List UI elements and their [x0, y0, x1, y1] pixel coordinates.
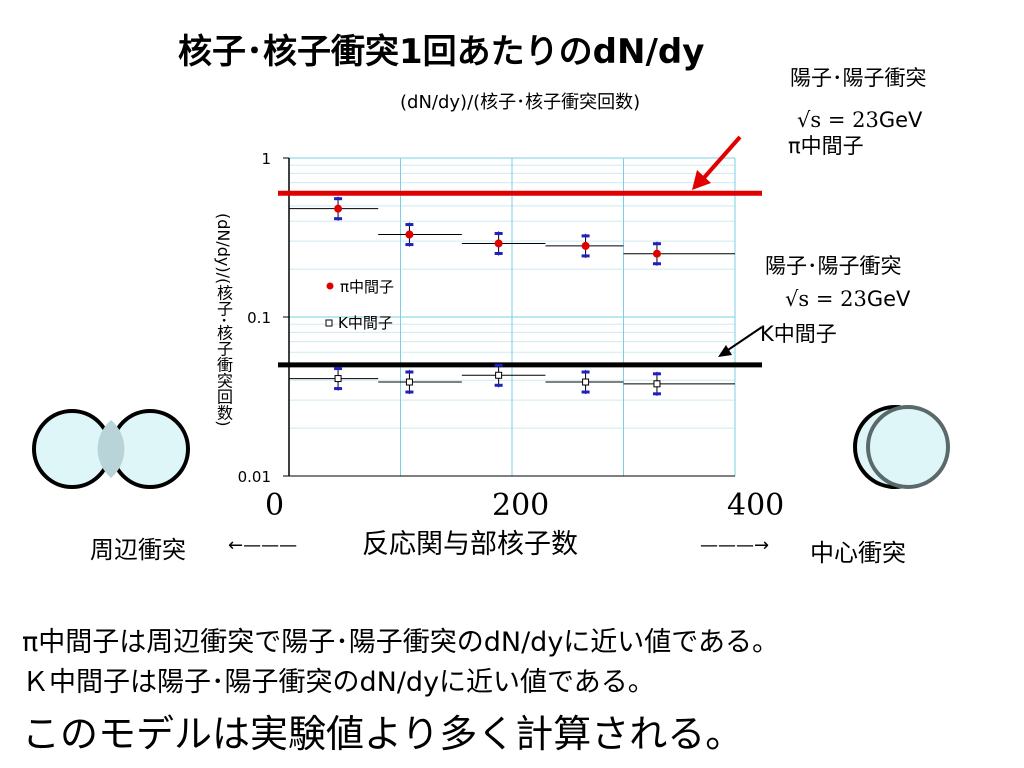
pion-point-4 — [652, 249, 661, 258]
pion-point-1 — [405, 230, 414, 239]
pion-point-0 — [334, 204, 343, 213]
black-arrow-head — [718, 345, 732, 357]
red-arrow-shaft — [700, 135, 742, 182]
y-tick-label-1: 0.1 — [247, 309, 271, 327]
y-tick-label-2: 1 — [261, 150, 271, 168]
peripheral-label: 周辺衝突 — [90, 536, 186, 564]
x-tick-200: 200 — [492, 488, 550, 523]
left-arrow: ←——— — [228, 535, 298, 556]
page-title: 核子･核子衝突1回あたりのdN/dy — [178, 32, 705, 72]
legend-kaon-marker — [325, 319, 333, 327]
kaon-point-3 — [582, 378, 590, 386]
kaon-point-4 — [653, 380, 661, 388]
kaon-point-1 — [405, 378, 413, 386]
y-tick-label-0: 0.01 — [238, 468, 271, 486]
peripheral-overlap-icon — [97, 420, 125, 478]
red-arrow-head — [692, 170, 711, 190]
annotation-top-line2: √s = 23GeV — [797, 108, 922, 132]
annotation-mid-sqrt: √s = 23 — [785, 287, 867, 311]
chart-subtitle: (dN/dy)/(核子･核子衝突回数) — [400, 92, 641, 113]
y-axis-label: (dN/dy)/(核子･核子衝突回数) — [214, 213, 233, 427]
body-text-line3: このモデルは実験値より多く計算される。 — [22, 712, 744, 756]
annotation-top-line3: π中間子 — [788, 134, 864, 158]
annotation-top-sqrt: √s = 23 — [797, 108, 879, 132]
annotation-mid-line2: √s = 23GeV — [785, 287, 910, 311]
central-nucleus-front-icon — [866, 405, 950, 489]
kaon-point-0 — [334, 375, 342, 383]
legend-kaon-label: K中間子 — [338, 314, 393, 332]
right-arrow: ———→ — [700, 535, 770, 556]
annotation-top-line1: 陽子･陽子衝突 — [790, 66, 927, 90]
annotation-top-unit: GeV — [878, 108, 923, 132]
x-tick-400: 400 — [727, 488, 785, 523]
legend-pion-marker — [326, 282, 334, 290]
central-label: 中心衝突 — [810, 539, 906, 567]
body-text-line2: Ｋ中間子は陽子･陽子衝突のdN/dyに近い値である。 — [22, 667, 655, 698]
annotation-mid-line3: K中間子 — [760, 322, 837, 346]
black-arrow-shaft — [724, 326, 763, 353]
x-tick-0: 0 — [265, 488, 285, 523]
pion-point-3 — [581, 241, 590, 250]
kaon-point-2 — [495, 371, 503, 379]
legend-pion-label: π中間子 — [340, 278, 394, 296]
body-text-line1: π中間子は周辺衝突で陽子･陽子衝突のdN/dyに近い値である。 — [22, 627, 780, 658]
annotation-mid-unit: GeV — [866, 287, 911, 311]
annotation-mid-line1: 陽子･陽子衝突 — [765, 254, 902, 278]
pion-point-2 — [494, 239, 503, 248]
x-axis-label: 反応関与部核子数 — [362, 529, 578, 560]
